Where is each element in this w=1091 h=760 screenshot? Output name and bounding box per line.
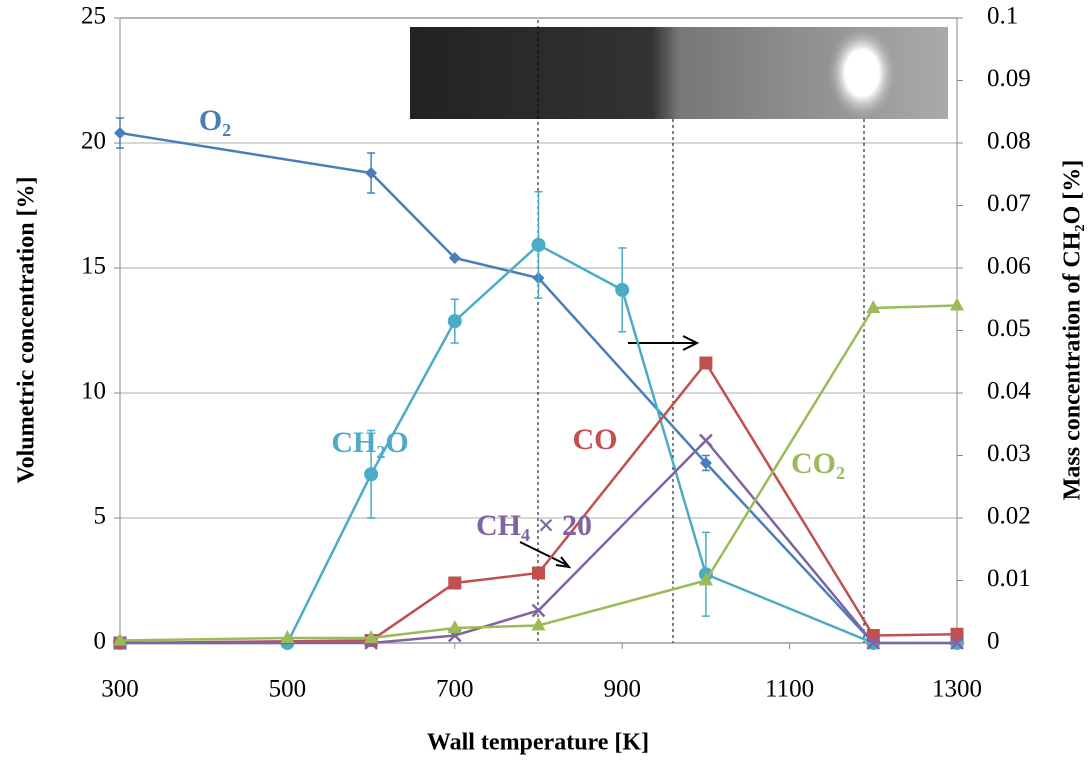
marker	[114, 127, 126, 139]
marker	[699, 457, 712, 469]
y-tick-label: 25	[81, 3, 106, 30]
series-line	[119, 131, 875, 644]
y2-tick-label: 0	[987, 628, 1000, 655]
y-tick-label: 15	[81, 253, 106, 280]
marker	[950, 297, 964, 311]
marker	[615, 282, 630, 297]
y2-tick-label: 0.01	[987, 565, 1031, 592]
x-tick-label: 300	[101, 676, 139, 703]
x-axis-label: Wall temperature [K]	[427, 730, 649, 756]
y-tick-label: 20	[81, 128, 106, 155]
y2-tick-label: 0.08	[987, 128, 1031, 155]
marker	[364, 467, 379, 482]
marker	[950, 627, 964, 641]
marker	[698, 572, 713, 586]
marker	[448, 576, 462, 590]
y2-tick-label: 0.07	[987, 190, 1031, 217]
series-label: CO	[573, 423, 618, 456]
marker	[280, 630, 295, 643]
x-tick-label: 1100	[765, 676, 814, 703]
marker	[364, 630, 379, 643]
y-tick-label: 5	[94, 503, 107, 530]
y2-tick-label: 0.04	[987, 378, 1031, 405]
marker	[531, 617, 546, 631]
marker	[699, 433, 713, 448]
x-tick-label: 1300	[932, 676, 982, 703]
y2-axis-label: Mass concentration of CH₂O [%]	[1060, 160, 1086, 500]
x-tick-label: 500	[269, 676, 307, 703]
x-tick-label: 900	[603, 676, 641, 703]
y-tick-label: 10	[81, 378, 106, 405]
series-line	[119, 304, 958, 642]
y2-tick-label: 0.03	[987, 440, 1031, 467]
series-label: CO₂	[791, 447, 845, 480]
marker	[866, 300, 881, 313]
marker	[531, 603, 546, 618]
marker	[699, 356, 713, 370]
marker	[531, 237, 546, 252]
marker	[532, 566, 545, 580]
series-label: CH₂O	[331, 426, 408, 459]
series-label: O₂	[199, 104, 231, 137]
marker	[113, 632, 127, 646]
marker	[950, 636, 964, 650]
y2-tick-label: 0.1	[987, 3, 1018, 30]
marker	[447, 620, 462, 633]
y-tick-label: 0	[94, 628, 107, 655]
arrows	[519, 335, 700, 569]
y2-tick-label: 0.02	[987, 503, 1031, 530]
series-label: CH₄ × 20	[476, 509, 592, 542]
zone-lines	[537, 20, 865, 643]
marker	[866, 636, 881, 650]
y2-tick-label: 0.05	[987, 315, 1031, 342]
y2-tick-label: 0.06	[987, 253, 1031, 280]
marker	[448, 252, 461, 264]
marker	[447, 314, 462, 329]
x-tick-label: 700	[436, 676, 474, 703]
marker	[365, 167, 378, 179]
y2-tick-label: 0.09	[987, 65, 1031, 92]
y-axis-label: Volumetric concentration [%]	[14, 176, 40, 483]
inset-glow	[828, 27, 896, 119]
